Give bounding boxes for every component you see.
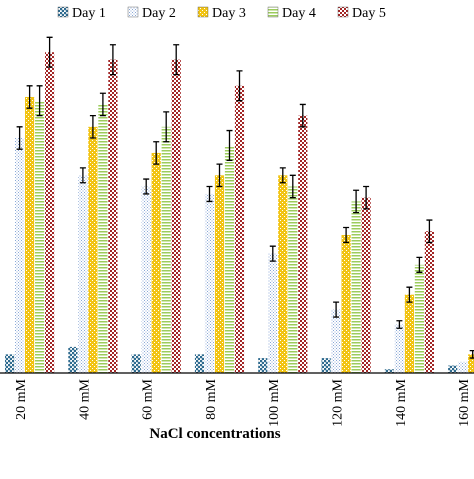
bar-day-1-60-mm [131, 354, 141, 373]
legend-swatch-day-3 [197, 6, 209, 18]
bar-day-5-20-mm [45, 52, 55, 373]
error-bar [226, 129, 233, 162]
error-bar [279, 167, 286, 184]
bar-day-1-100-mm [258, 358, 268, 373]
error-bar [99, 92, 106, 117]
error-bar [289, 174, 296, 199]
bar-day-4-80-mm [224, 145, 235, 373]
error-bar [109, 44, 116, 76]
error-bar [406, 286, 413, 303]
bar-day-5-120-mm [361, 197, 371, 373]
bar-day-2-140-mm [394, 324, 404, 373]
error-bar [16, 126, 23, 150]
legend-label: Day 5 [352, 6, 386, 21]
bar-day-5-100-mm [298, 115, 308, 373]
error-bar [396, 320, 403, 329]
error-bar [343, 226, 350, 244]
error-bar [26, 85, 33, 109]
bar-day-5-60-mm [171, 59, 181, 374]
bar-day-3-20-mm [25, 96, 35, 373]
bar-day-3-160-mm [468, 354, 474, 373]
error-bar [236, 70, 243, 102]
error-bar [426, 219, 433, 244]
bar-day-4-20-mm [35, 100, 45, 374]
bar-day-1-40-mm [68, 346, 78, 373]
bar-day-1-20-mm [5, 354, 15, 373]
bar-day-4-60-mm [161, 126, 171, 373]
error-bar [36, 85, 43, 117]
bar-day-4-100-mm [288, 186, 298, 373]
error-bar [143, 178, 150, 195]
bar-day-2-20-mm [15, 138, 25, 373]
error-bar [269, 245, 276, 262]
x-tick-label: 40 mM [77, 378, 92, 419]
bar-day-1-140-mm [384, 369, 394, 373]
legend-swatch-day-2 [127, 6, 139, 18]
error-bar [89, 114, 96, 139]
bar-day-5-140-mm [424, 231, 434, 373]
x-tick-label: 20 mM [14, 378, 29, 419]
error-bar [163, 111, 170, 143]
error-bar [363, 185, 370, 210]
bar-day-3-120-mm [341, 234, 351, 373]
bar-day-2-120-mm [331, 309, 341, 373]
legend-label: Day 4 [282, 6, 316, 21]
x-tick-label: 60 mM [141, 378, 156, 419]
bar-day-2-100-mm [268, 253, 278, 373]
x-tick-label: 140 mM [394, 378, 409, 426]
error-bar [299, 103, 306, 128]
bar-day-1-160-mm [448, 365, 458, 373]
bar-day-1-80-mm [194, 354, 205, 373]
bar-day-1-120-mm [321, 358, 331, 373]
bar-day-4-140-mm [414, 264, 424, 373]
error-bar [46, 36, 53, 68]
bar-day-2-60-mm [141, 186, 151, 373]
x-tick-label: 160 mM [457, 378, 472, 426]
error-bar [79, 167, 86, 184]
x-tick-label: 120 mM [331, 378, 346, 426]
bar-day-5-40-mm [108, 59, 118, 374]
bar-day-4-40-mm [98, 104, 108, 373]
bar-day-3-40-mm [88, 126, 98, 373]
legend-swatch-day-1 [57, 6, 69, 18]
error-bar [469, 349, 474, 359]
bar-day-2-80-mm [204, 193, 215, 373]
bar-day-3-100-mm [278, 175, 288, 373]
error-bar [353, 189, 360, 214]
legend-label: Day 3 [212, 6, 246, 21]
bar-day-5-80-mm [234, 85, 245, 373]
bar-day-2-40-mm [78, 175, 88, 373]
x-tick-label: 80 mM [204, 378, 219, 419]
error-bar [153, 141, 160, 165]
error-bar [416, 256, 423, 273]
error-bar [173, 44, 180, 76]
bar-day-4-120-mm [351, 201, 361, 373]
legend-label: Day 1 [72, 6, 106, 21]
legend-swatch-day-5 [337, 6, 349, 18]
bar-day-3-60-mm [151, 152, 161, 373]
error-bar [216, 163, 223, 188]
error-bar [333, 301, 340, 318]
x-axis: 20 mM 40 mM 60 mM 80 mM 100 mM 120 mM 140 mM 16… [0, 372, 474, 427]
bar-group [5, 36, 474, 374]
legend-label: Day 2 [142, 6, 176, 21]
bar-day-3-80-mm [214, 175, 225, 373]
bar-day-2-160-mm [458, 361, 468, 373]
x-tick-label: 100 mM [267, 378, 282, 426]
error-bar [206, 185, 213, 203]
bar-day-3-140-mm [404, 294, 414, 373]
x-axis-label: NaCl concentrations [149, 426, 280, 442]
legend: Day 1 Day 2 Day 3 Day 4 Day 5 [57, 6, 386, 21]
legend-swatch-day-4 [267, 6, 279, 18]
